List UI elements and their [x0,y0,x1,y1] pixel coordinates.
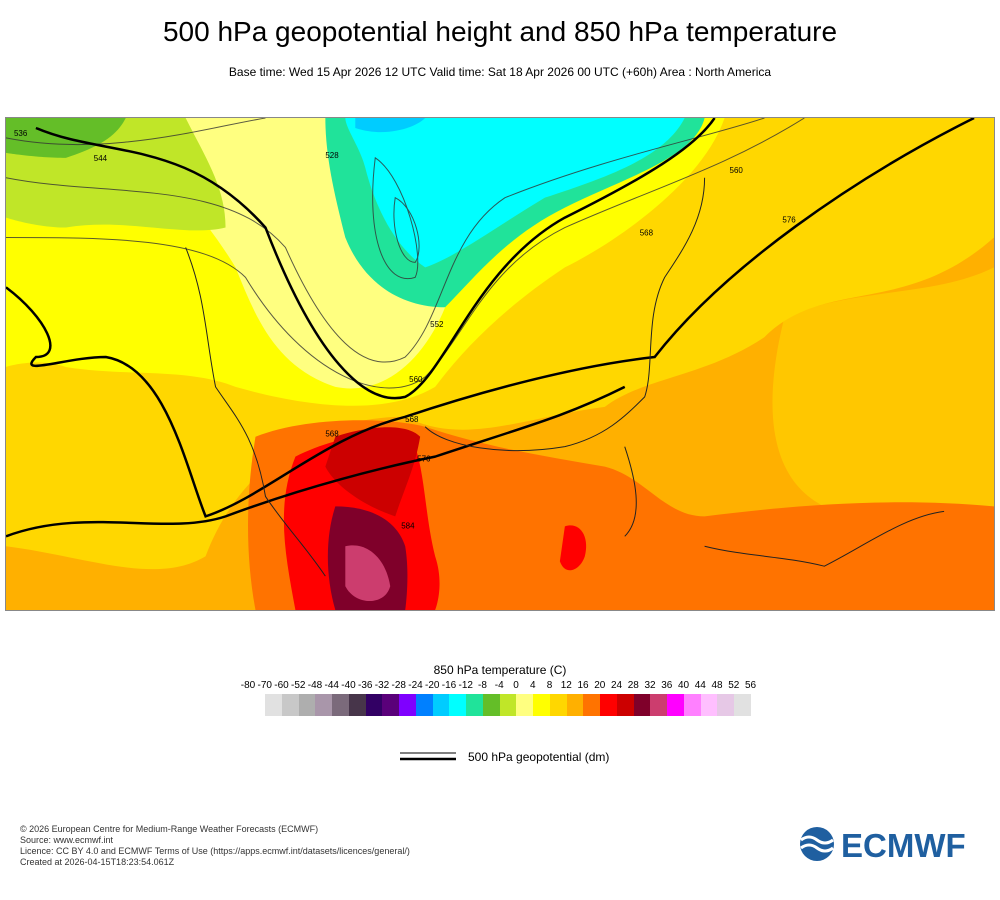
colorbar-swatch [298,694,316,716]
colorbar-swatch [734,694,751,716]
colorbar-swatch [549,694,567,716]
colorbar-tick-label: -8 [478,680,487,691]
colorbar-title: 850 hPa temperature (C) [433,663,567,677]
colorbar-swatch [281,694,299,716]
colorbar-swatch [415,694,433,716]
colorbar-swatch [399,694,416,716]
field-8-12-east [772,267,994,518]
colorbar-tick-label: -44 [324,680,339,691]
field-minus16-minus12 [345,118,685,268]
colorbar-swatch [667,694,684,716]
colorbar-tick-label: -36 [358,680,373,691]
colorbar-swatch [600,694,617,716]
colorbar-tick-label: -20 [425,680,440,691]
colorbar-tick-label: -70 [257,680,272,691]
colorbar-swatch [432,694,450,716]
colorbar-tick-label: 24 [610,680,623,691]
colorbar-swatch [650,694,667,716]
footer-source: Source: www.ecmwf.int [20,835,114,845]
colorbar-swatch [717,694,734,716]
colorbar-tick-label: -32 [374,680,390,691]
colorbar-swatch [348,694,366,716]
colorbar-tick-label: 0 [513,680,519,691]
contour-label: 552 [430,320,444,329]
contour-legend-line-icon [400,752,456,761]
colorbar-tick-label: -16 [441,680,457,691]
colorbar-swatch [633,694,651,716]
colorbar-tick-label: -4 [494,680,504,691]
colorbar-tick-label: 36 [661,680,673,691]
colorbar-swatch [315,694,332,716]
colorbar-tick-label: -52 [291,680,306,691]
colorbar-swatch [583,694,600,716]
coastlines [185,177,945,577]
colorbar-tick-label: -48 [307,680,323,691]
colorbar-tick-label: -40 [341,680,356,691]
colorbar-tick-label: 20 [594,680,606,691]
footer-licence: Licence: CC BY 4.0 and ECMWF Terms of Us… [20,846,410,856]
colorbar-tick-label: 16 [577,680,589,691]
contour-label: 568 [405,415,419,424]
colorbar-tick-label: 4 [529,680,536,691]
colorbar-swatch [499,694,517,716]
colorbar-tick-label: 32 [644,680,656,691]
footer-copyright: © 2026 European Centre for Medium-Range … [20,824,319,834]
colorbar-swatch [365,694,383,716]
colorbar-tick-label: 52 [728,680,740,691]
logo-text: ECMWF [841,827,966,862]
colorbar-swatch [516,694,533,716]
colorbar-swatch [482,694,500,716]
colorbar-swatch [683,694,701,716]
footer: © 2026 European Centre for Medium-Range … [20,824,410,868]
contour-label: 584 [401,521,415,530]
colorbar-ticks: -80 -70 -60 -52 -48 -44 -40 -36 -32 -28 -24 -20 -16-… [240,680,760,692]
chart-subtitle: Base time: Wed 15 Apr 2026 12 UTC Valid … [228,65,772,79]
colorbar-tick-label: -24 [408,680,423,691]
field-20-24-gulf [559,525,587,571]
geopotential-contours [6,118,805,389]
forecast-map: 544 568 568 576 584 552 560 568 560 576 … [5,117,995,611]
colorbar-tick-label: 28 [627,680,639,691]
colorbar-tick-label: 8 [546,680,553,691]
contour-label: 528 [325,151,339,160]
colorbar-tick-label: -12 [458,680,473,691]
contour-labels: 544 568 568 576 584 552 560 568 560 576 … [14,129,796,530]
colorbar-tick-label: 56 [744,680,757,691]
contour-label: 576 [417,455,431,464]
colorbar-tick-label: 12 [560,680,572,691]
colorbar-swatch [332,694,349,716]
colorbar-swatch [700,694,718,716]
field-32-36 [345,545,391,602]
colorbar-tick-label: -60 [274,680,289,691]
geopotential-contours-bold [6,118,975,538]
chart-title: 500 hPa geopotential height and 850 hPa … [162,16,838,47]
colorbar-swatch [265,694,282,716]
contour-label: 536 [14,129,28,138]
colorbar-swatch [382,694,399,716]
contour-label: 544 [94,154,108,163]
contour-label: 560 [409,375,423,384]
field-minus20-minus16 [355,118,426,133]
colorbar-tick-label: 40 [677,680,690,691]
colorbar-tick-label: 44 [694,680,706,691]
colorbar-swatch [566,694,584,716]
contour-legend-label: 500 hPa geopotential (dm) [468,750,610,764]
colorbar-swatch [466,694,483,716]
contour-label: 560 [730,166,744,175]
ecmwf-logo: ECMWF [800,827,966,862]
colorbar [265,694,751,716]
colorbar-tick-label: -80 [240,680,256,691]
contour-label: 568 [640,229,654,238]
contour-label: 568 [325,430,339,439]
footer-created: Created at 2026-04-15T18:23:54.061Z [20,857,175,867]
colorbar-swatch [449,694,466,716]
colorbar-swatch [533,694,550,716]
colorbar-swatch [616,694,634,716]
colorbar-tick-label: -28 [391,680,406,691]
contour-label: 576 [782,216,796,225]
colorbar-tick-label: 48 [711,680,723,691]
